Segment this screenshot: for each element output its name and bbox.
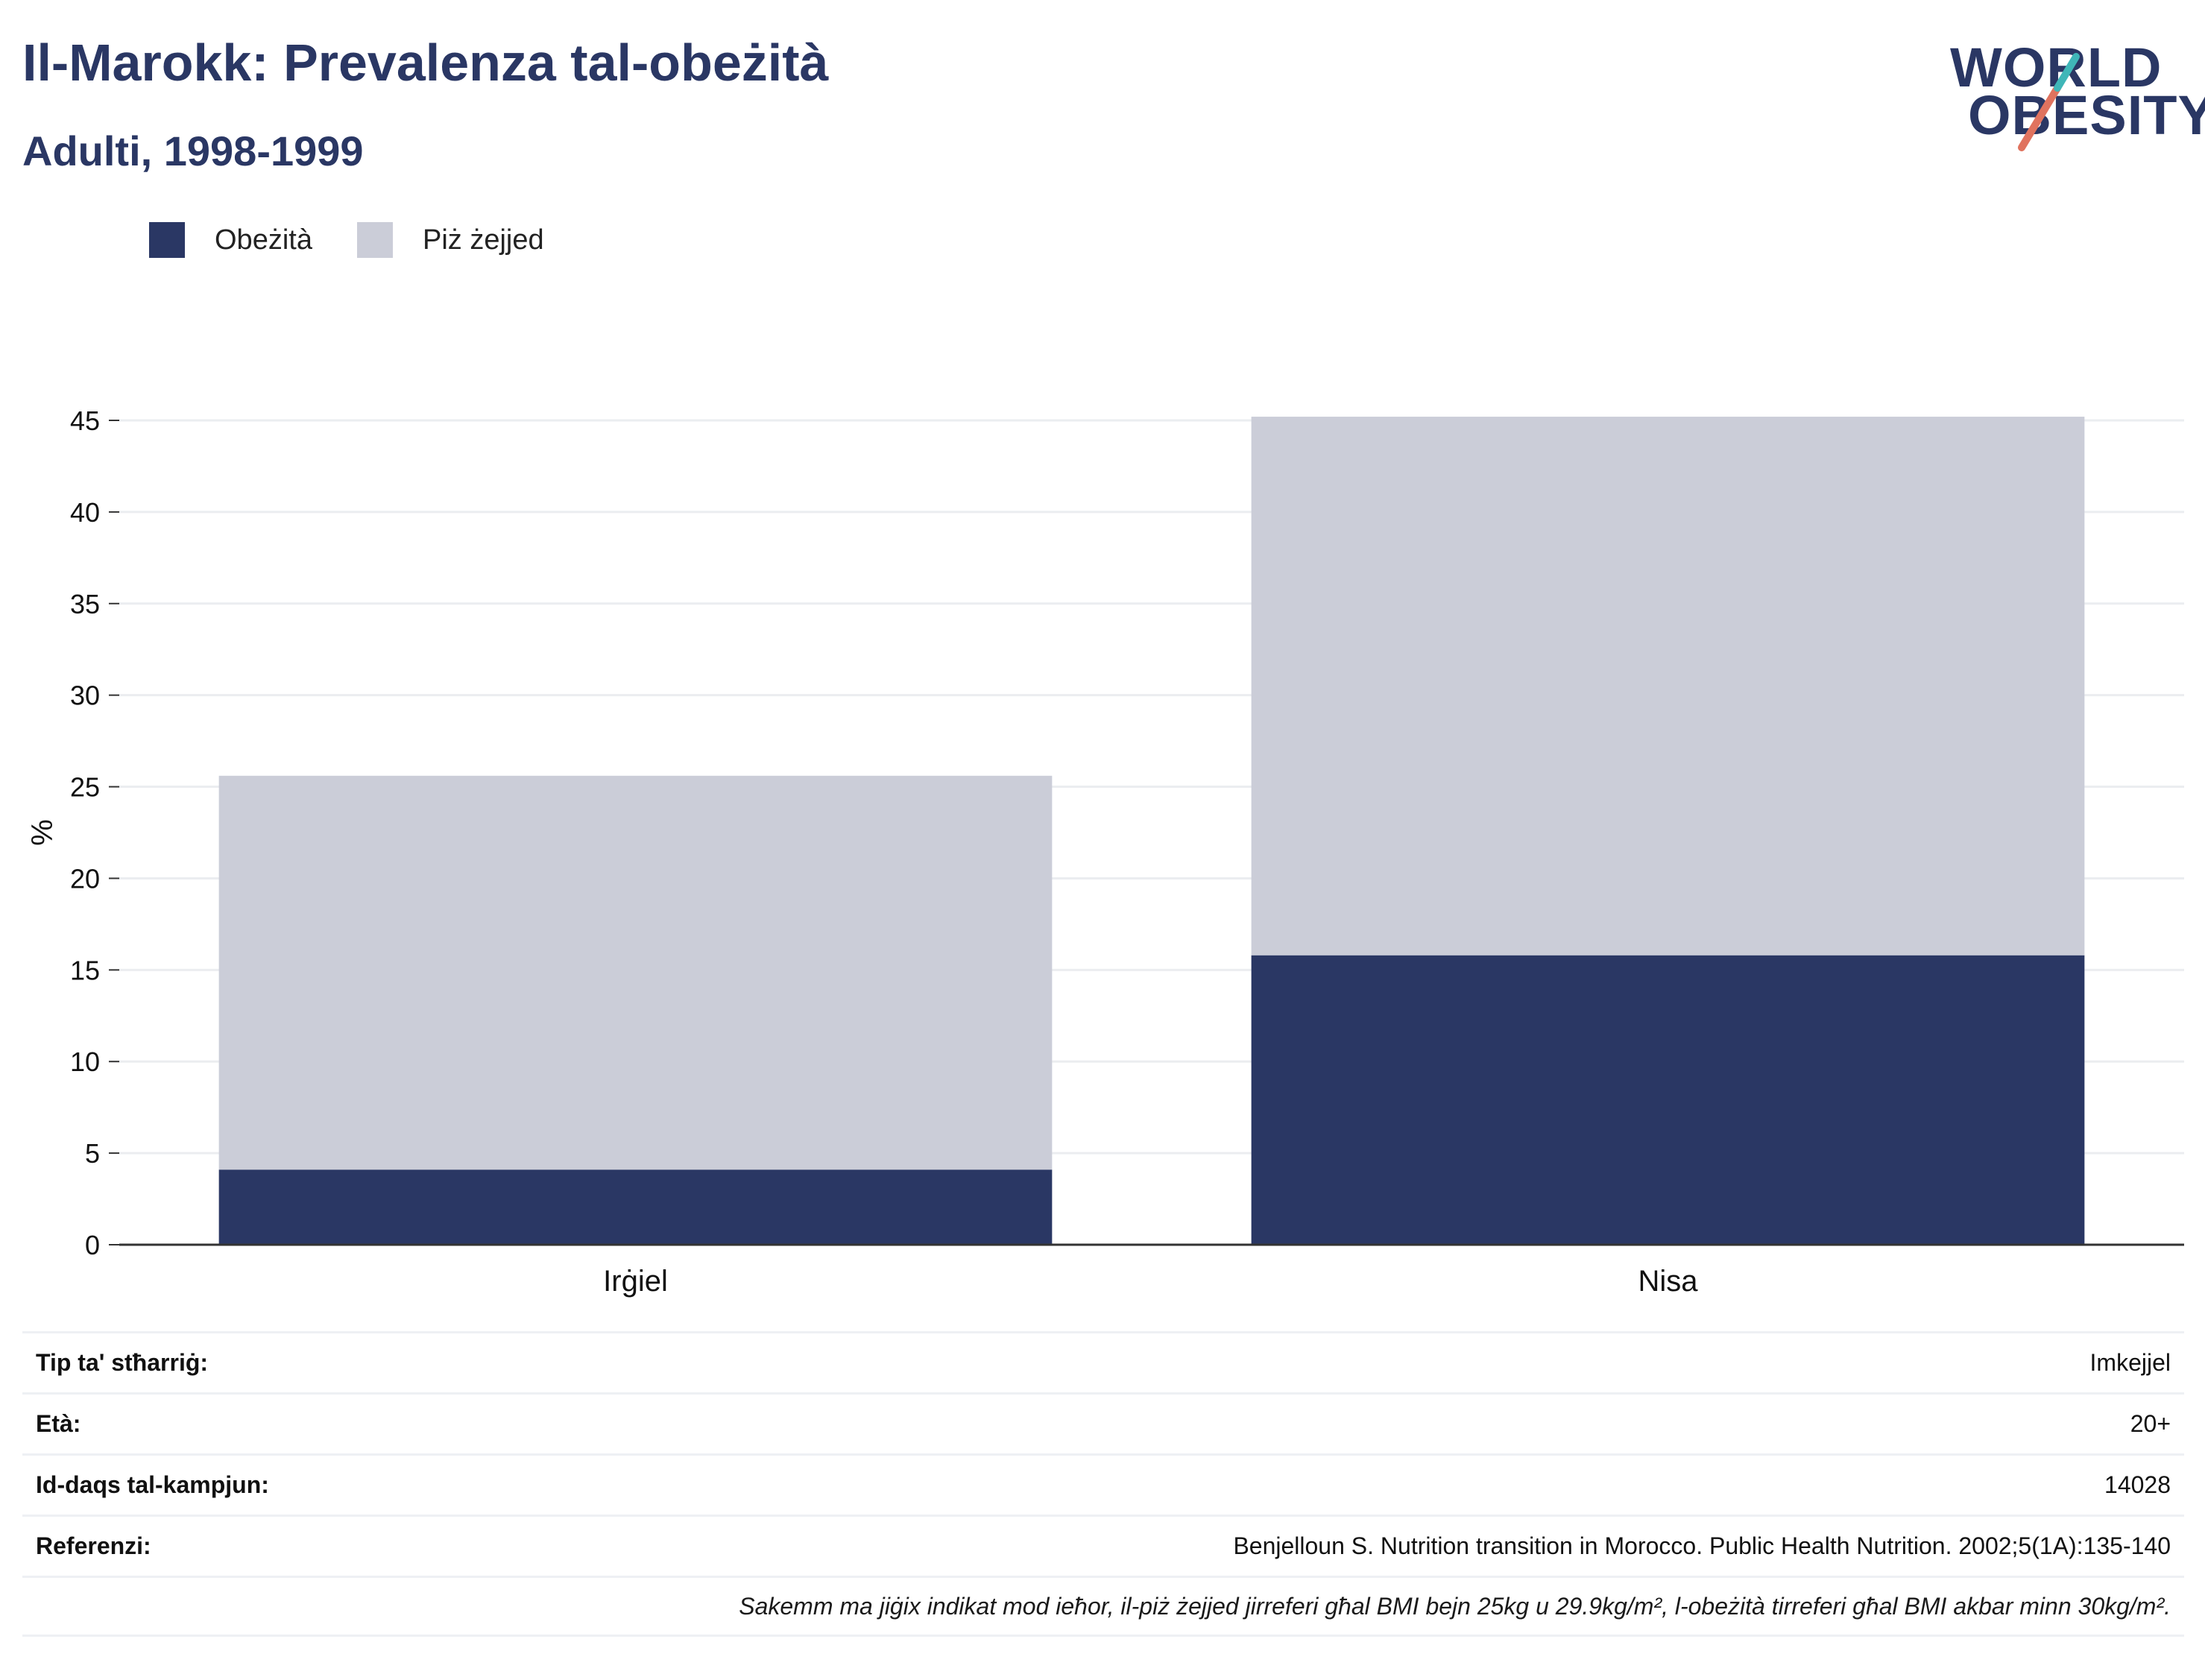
- y-tick-label: 10: [70, 1046, 100, 1077]
- info-value: Imkejjel: [2089, 1349, 2171, 1376]
- bar-segment: [218, 775, 1053, 1170]
- info-note: Sakemm ma jiġix indikat mod ieħor, il-pi…: [22, 1576, 2184, 1637]
- bar-segment: [1251, 417, 2085, 956]
- bar-chart: 0 5 10 15 20 25 30 35 40 45% Irġiel Nisa: [26, 405, 2184, 1298]
- logo-line2: OBESITY: [1968, 84, 2205, 146]
- legend-swatch-obesity: [149, 222, 185, 258]
- y-tick-label: 20: [70, 863, 100, 894]
- legend-swatch-overweight: [356, 222, 393, 258]
- info-value: 14028: [2104, 1471, 2171, 1498]
- bar-segment: [1251, 955, 2085, 1245]
- info-key: Età:: [36, 1410, 81, 1437]
- legend-item-overweight[interactable]: Piż żejjed: [356, 222, 544, 258]
- page-subtitle: Adulti, 1998-1999: [22, 127, 364, 174]
- y-tick-label: 5: [85, 1138, 100, 1169]
- info-key: Tip ta' stħarriġ:: [36, 1349, 209, 1376]
- y-tick-label: 0: [85, 1230, 100, 1260]
- x-tick-label: Nisa: [1638, 1265, 1698, 1298]
- info-value: Benjelloun S. Nutrition transition in Mo…: [1233, 1532, 2171, 1559]
- legend-item-obesity[interactable]: Obeżità: [149, 222, 312, 258]
- y-tick-label: 30: [70, 680, 100, 711]
- info-table: Tip ta' stħarriġ: Imkejjel Età: 20+ Id-d…: [22, 1331, 2184, 1637]
- legend-label-obesity: Obeżità: [215, 224, 312, 256]
- info-row-survey-type: Tip ta' stħarriġ: Imkejjel: [22, 1331, 2184, 1392]
- info-row-sample-size: Id-daqs tal-kampjun: 14028: [22, 1453, 2184, 1515]
- y-tick-label: 25: [70, 772, 100, 803]
- world-obesity-logo: WORLD OBESITY: [1938, 30, 2205, 164]
- info-key: Id-daqs tal-kampjun:: [36, 1471, 269, 1498]
- x-tick-label: Irġiel: [603, 1265, 668, 1298]
- info-row-age: Età: 20+: [22, 1392, 2184, 1453]
- y-tick-label: 40: [70, 497, 100, 528]
- bar-segment: [218, 1169, 1053, 1245]
- y-tick-label: 15: [70, 955, 100, 985]
- chart-legend: Obeżità Piż żejjed: [149, 222, 589, 258]
- logo-slash-icon: [2018, 53, 2080, 151]
- y-axis-label: %: [26, 819, 59, 846]
- definition-note: Sakemm ma jiġix indikat mod ieħor, il-pi…: [739, 1592, 2171, 1620]
- y-tick-label: 45: [70, 405, 100, 436]
- legend-label-overweight: Piż żejjed: [422, 224, 544, 256]
- info-key: Referenzi:: [36, 1532, 151, 1559]
- info-row-reference: Referenzi: Benjelloun S. Nutrition trans…: [22, 1515, 2184, 1576]
- y-tick-label: 35: [70, 589, 100, 619]
- info-value: 20+: [2130, 1410, 2171, 1437]
- page-title: Il-Marokk: Prevalenza tal-obeżità: [22, 34, 829, 92]
